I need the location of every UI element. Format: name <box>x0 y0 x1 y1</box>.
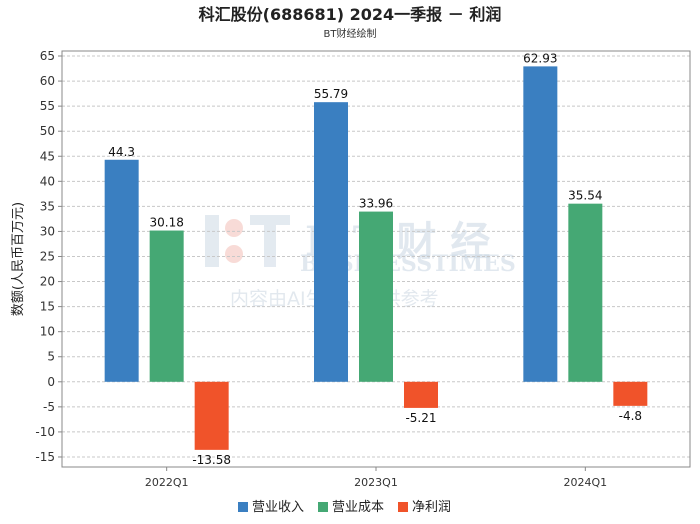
y-tick-label: -5 <box>43 400 55 414</box>
y-axis-ticks: -15 -10 -5 0 5 10 15 20 25 30 35 40 45 50 55 60 65 <box>35 49 62 464</box>
y-tick-label: 60 <box>40 74 55 88</box>
legend-swatch <box>398 502 408 512</box>
bar <box>404 381 438 408</box>
data-label: 55.79 <box>314 87 348 101</box>
x-tick-label: 2024Q1 <box>564 476 608 489</box>
y-tick-label: 55 <box>40 99 55 113</box>
y-tick-label: 5 <box>47 350 55 364</box>
data-label: -13.58 <box>192 453 231 467</box>
data-label: -5.21 <box>405 411 436 425</box>
y-tick-label: 30 <box>40 224 55 238</box>
bar-series <box>104 66 648 450</box>
y-tick-label: 15 <box>40 300 55 314</box>
y-tick-label: 35 <box>40 199 55 213</box>
x-tick-label: 2022Q1 <box>145 476 189 489</box>
bar <box>149 230 184 382</box>
y-tick-label: -10 <box>35 425 55 439</box>
bar <box>523 66 558 382</box>
bar <box>359 211 393 382</box>
bar <box>104 159 139 382</box>
y-tick-label: -15 <box>35 450 55 464</box>
data-label: 30.18 <box>149 216 183 230</box>
y-tick-label: 45 <box>40 149 55 163</box>
data-label: 35.54 <box>568 189 602 203</box>
data-label: -4.8 <box>619 409 642 423</box>
x-axis-ticks: 2022Q1 2023Q1 2024Q1 <box>145 467 607 489</box>
legend-label: 营业收入 <box>252 500 304 515</box>
y-tick-label: 50 <box>40 124 55 138</box>
chart-subtitle: BT财经绘制 <box>324 27 377 40</box>
plot-frame <box>61 50 691 468</box>
data-labels: 44.3 30.18 -13.58 55.79 33.96 -5.21 62.93 35.54… <box>108 51 642 466</box>
bar <box>194 381 229 450</box>
bar <box>314 102 348 382</box>
y-tick-label: 25 <box>40 249 55 263</box>
y-axis-label: 数额(人民币百万元) <box>11 202 26 316</box>
y-tick-label: 65 <box>40 49 55 63</box>
data-label: 33.96 <box>359 197 393 211</box>
legend-swatch <box>238 502 248 512</box>
bar <box>568 203 603 382</box>
legend: 营业收入 营业成本 净利润 <box>238 500 451 515</box>
y-tick-label: 10 <box>40 325 55 339</box>
legend-label: 营业成本 <box>332 500 384 515</box>
bar <box>613 381 648 406</box>
data-label: 44.3 <box>108 145 135 159</box>
chart-title: 科汇股份(688681) 2024一季报 － 利润 <box>199 5 502 24</box>
y-tick-label: 40 <box>40 174 55 188</box>
legend-label: 净利润 <box>412 500 451 515</box>
legend-swatch <box>318 502 328 512</box>
data-label: 62.93 <box>523 51 557 65</box>
y-tick-label: 0 <box>47 375 55 389</box>
x-tick-label: 2023Q1 <box>354 476 398 489</box>
watermark-logo-icon <box>205 215 290 267</box>
y-tick-label: 20 <box>40 275 55 289</box>
